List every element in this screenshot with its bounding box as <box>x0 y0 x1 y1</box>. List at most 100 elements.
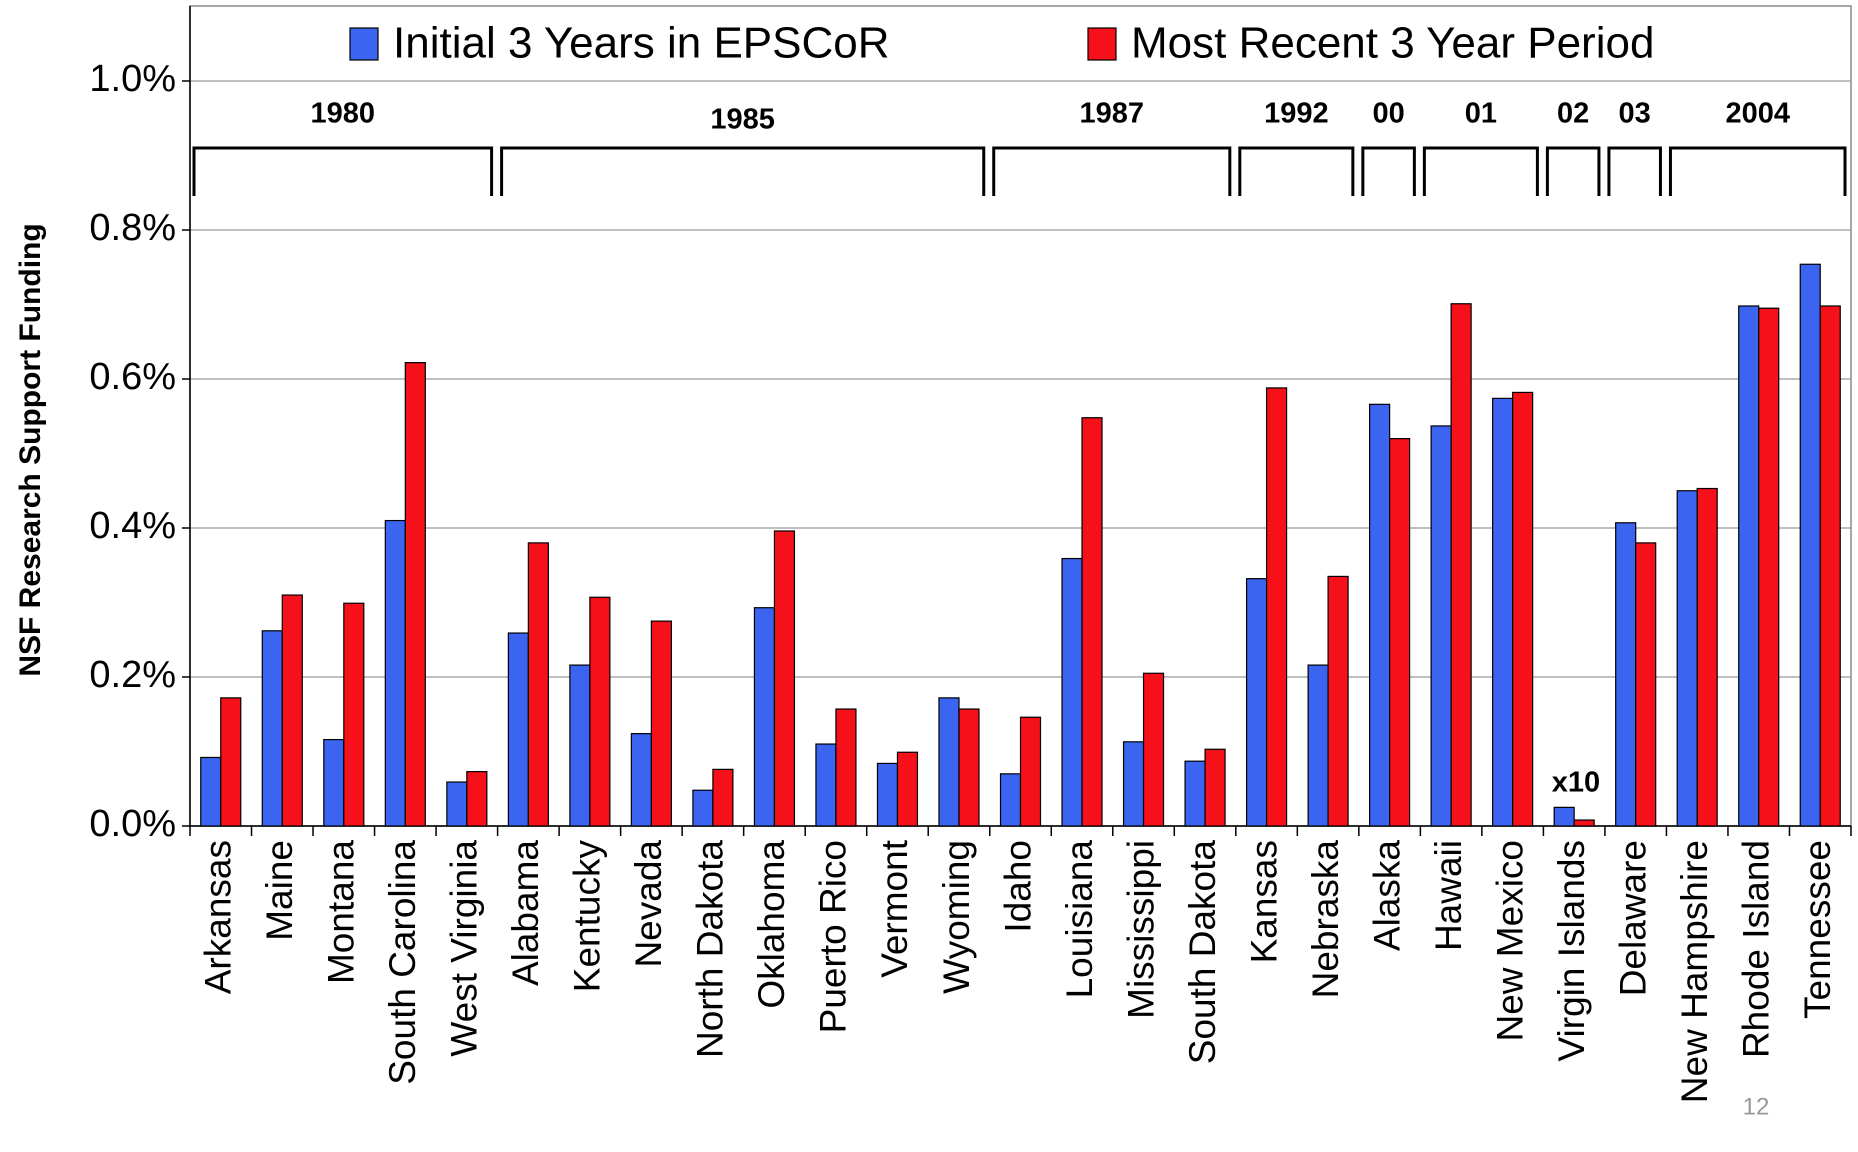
page-number: 12 <box>1743 1093 1770 1120</box>
y-tick-label: 0.2% <box>89 654 176 696</box>
x-tick-label: Puerto Rico <box>813 840 854 1033</box>
group-bracket <box>1361 146 1416 196</box>
group-bracket <box>1545 146 1601 196</box>
bar <box>896 751 919 827</box>
x-tick-label: Arkansas <box>198 840 239 994</box>
bar <box>1492 397 1514 827</box>
bar <box>835 708 857 827</box>
group-bracket <box>1607 146 1662 196</box>
bar <box>1307 664 1329 827</box>
bar <box>1142 672 1165 827</box>
bar <box>1389 438 1411 827</box>
bar <box>1799 263 1821 827</box>
x-tick-label: Virgin Islands <box>1551 840 1592 1061</box>
group-bracket <box>1422 146 1539 196</box>
bar <box>1819 305 1841 827</box>
group-label: 03 <box>1619 98 1651 130</box>
x-tick-label: Rhode Island <box>1736 840 1777 1058</box>
bar <box>589 596 611 827</box>
bar <box>1081 417 1103 827</box>
bar <box>815 743 837 827</box>
bar <box>281 594 303 827</box>
group-label: 00 <box>1372 98 1404 130</box>
group-label: 1980 <box>311 98 376 130</box>
legend-label: Initial 3 Years in EPSCoR <box>393 19 890 68</box>
group-label: 1987 <box>1080 98 1145 130</box>
group-label: 1985 <box>710 104 775 136</box>
y-tick-label: 0.6% <box>89 356 176 398</box>
legend-swatch <box>349 27 379 61</box>
bar <box>384 519 406 827</box>
x-tick-label: Delaware <box>1612 840 1653 996</box>
x-tick-label: Nebraska <box>1305 840 1346 999</box>
bar <box>650 620 672 827</box>
x-tick-label: Tennessee <box>1797 840 1838 1019</box>
x-tick-label: Alaska <box>1366 840 1407 951</box>
bar <box>527 542 549 827</box>
bar <box>1369 403 1391 827</box>
bar <box>1738 305 1760 827</box>
bar <box>1204 748 1226 827</box>
group-label: 01 <box>1465 98 1497 130</box>
annotation: x10 <box>1552 767 1600 799</box>
bar <box>1122 741 1145 827</box>
bar <box>1327 575 1349 827</box>
bar <box>1696 487 1718 827</box>
bar <box>773 530 796 827</box>
bar <box>1061 557 1083 827</box>
x-tick-label: Kansas <box>1243 840 1284 963</box>
bar <box>1450 303 1472 827</box>
y-tick-label: 0.0% <box>89 803 176 845</box>
legend-label: Most Recent 3 Year Period <box>1131 19 1654 68</box>
x-tick-label: Vermont <box>874 839 915 978</box>
x-tick-label: Maine <box>259 840 300 941</box>
x-tick-label: Oklahoma <box>751 840 792 1009</box>
bar <box>958 708 980 827</box>
x-tick-label: New Hampshire <box>1674 840 1715 1103</box>
x-tick-label: Alabama <box>505 840 546 986</box>
bar <box>1245 578 1268 827</box>
x-tick-label: Hawaii <box>1428 840 1469 951</box>
group-bracket <box>1668 146 1847 196</box>
bar <box>1635 542 1657 827</box>
bar <box>200 756 222 827</box>
group-bracket <box>992 146 1232 196</box>
bar <box>999 773 1022 827</box>
group-label: 2004 <box>1725 98 1790 130</box>
x-tick-label: Montana <box>321 840 362 984</box>
bar <box>1430 425 1452 827</box>
bar <box>343 602 365 827</box>
x-tick-label: West Virginia <box>444 840 485 1057</box>
y-axis-label: NSF Research Support Funding <box>14 223 47 676</box>
x-tick-label: New Mexico <box>1489 840 1530 1042</box>
x-tick-label: Mississippi <box>1120 840 1161 1019</box>
bar <box>1758 307 1780 827</box>
bar <box>404 362 426 827</box>
group-label: 1992 <box>1264 98 1329 130</box>
group-bracket <box>192 146 494 196</box>
legend-swatch <box>1087 27 1117 61</box>
bar <box>323 738 345 827</box>
bar <box>1512 391 1534 827</box>
x-tick-label: Kentucky <box>567 840 608 993</box>
bar <box>466 771 488 827</box>
bar <box>1553 806 1575 827</box>
bar <box>692 789 714 827</box>
bar <box>938 697 960 827</box>
bar <box>1573 819 1595 827</box>
y-tick-label: 0.8% <box>89 207 176 249</box>
y-tick-label: 0.4% <box>89 505 176 547</box>
bar <box>507 632 529 827</box>
x-tick-label: South Carolina <box>382 840 423 1085</box>
x-tick-label: Louisiana <box>1059 840 1100 999</box>
group-bracket <box>1238 146 1355 196</box>
x-tick-label: Wyoming <box>936 840 977 994</box>
plot-frame <box>189 5 1852 827</box>
bar <box>1019 716 1042 827</box>
x-tick-label: Idaho <box>997 840 1038 933</box>
bar <box>753 607 776 827</box>
bar <box>1676 490 1698 827</box>
bar <box>630 733 652 827</box>
x-tick-label: Nevada <box>628 840 669 968</box>
bar <box>569 664 591 827</box>
